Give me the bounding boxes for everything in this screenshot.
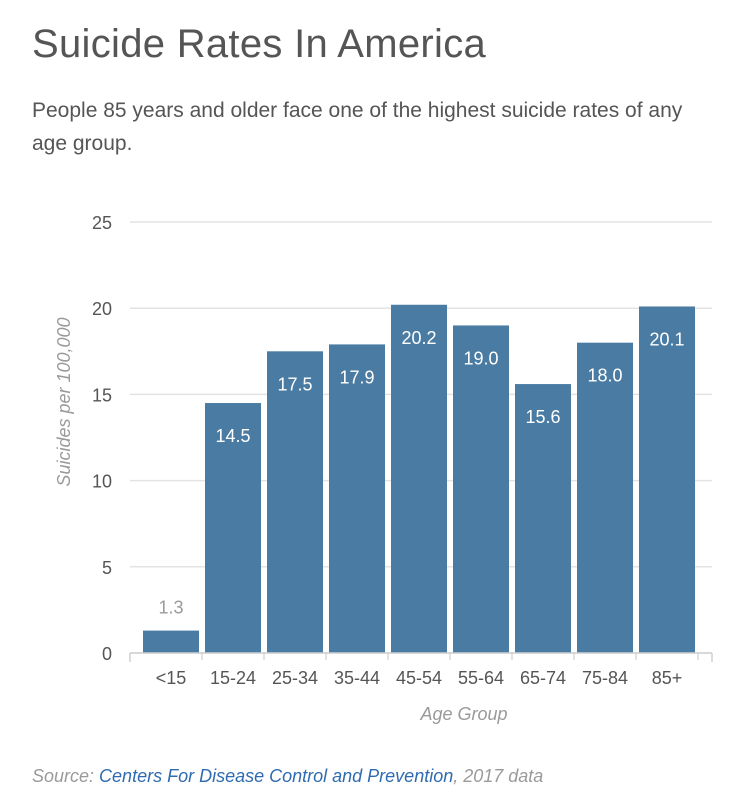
x-tick-label: <15 — [156, 668, 187, 688]
bar-25-34 — [267, 351, 323, 653]
data-label: 17.5 — [277, 374, 312, 394]
x-tick-label: 65-74 — [520, 668, 566, 688]
y-tick-label: 20 — [92, 299, 112, 319]
source-suffix: , 2017 data — [453, 766, 544, 786]
bar-85+ — [639, 306, 695, 653]
bar-chart: 1.3 14.5 17.5 17.9 20.2 19.0 15.6 18.0 20.1 0 5 10… — [54, 213, 713, 724]
y-tick-label: 10 — [92, 472, 112, 492]
source-note: Source: Centers For Disease Control and … — [32, 766, 543, 787]
y-tick-label: 15 — [92, 385, 112, 405]
bar-<15 — [143, 630, 199, 653]
bar-layer — [143, 304, 695, 653]
x-tick-label: 55-64 — [458, 668, 504, 688]
data-label: 20.1 — [649, 329, 684, 349]
bar-75-84 — [577, 342, 633, 653]
data-label: 15.6 — [525, 407, 560, 427]
x-axis-title: Age Group — [419, 704, 507, 724]
source-link[interactable]: Centers For Disease Control and Preventi… — [99, 766, 454, 786]
bar-55-64 — [453, 325, 509, 653]
bar-45-54 — [391, 304, 447, 653]
source-prefix: Source: — [32, 766, 100, 786]
y-tick-label: 0 — [102, 644, 112, 664]
bar-15-24 — [205, 403, 261, 653]
data-label: 14.5 — [215, 426, 250, 446]
y-tick-label: 5 — [102, 558, 112, 578]
x-tick-label: 85+ — [652, 668, 683, 688]
label-layer: 1.3 14.5 17.5 17.9 20.2 19.0 15.6 18.0 20.1 — [158, 328, 684, 618]
x-tick-label: 25-34 — [272, 668, 318, 688]
data-label: 20.2 — [401, 328, 436, 348]
y-axis-title: Suicides per 100,000 — [54, 317, 74, 486]
x-tick-label: 45-54 — [396, 668, 442, 688]
axis-layer: 0 5 10 15 20 25 <15 15-24 25-34 35-44 45-54 55-64 65… — [92, 213, 713, 688]
data-label: 17.9 — [339, 367, 374, 387]
x-tick-label: 75-84 — [582, 668, 628, 688]
data-label: 1.3 — [158, 598, 183, 618]
data-label: 19.0 — [463, 348, 498, 368]
chart-title: Suicide Rates In America — [32, 22, 487, 66]
x-tick-label: 15-24 — [210, 668, 256, 688]
bar-35-44 — [329, 344, 385, 653]
bar-65-74 — [515, 384, 571, 653]
y-tick-label: 25 — [92, 213, 112, 233]
chart-subtitle: People 85 years and older face one of th… — [32, 99, 683, 155]
x-tick-label: 35-44 — [334, 668, 380, 688]
data-label: 18.0 — [587, 366, 622, 386]
